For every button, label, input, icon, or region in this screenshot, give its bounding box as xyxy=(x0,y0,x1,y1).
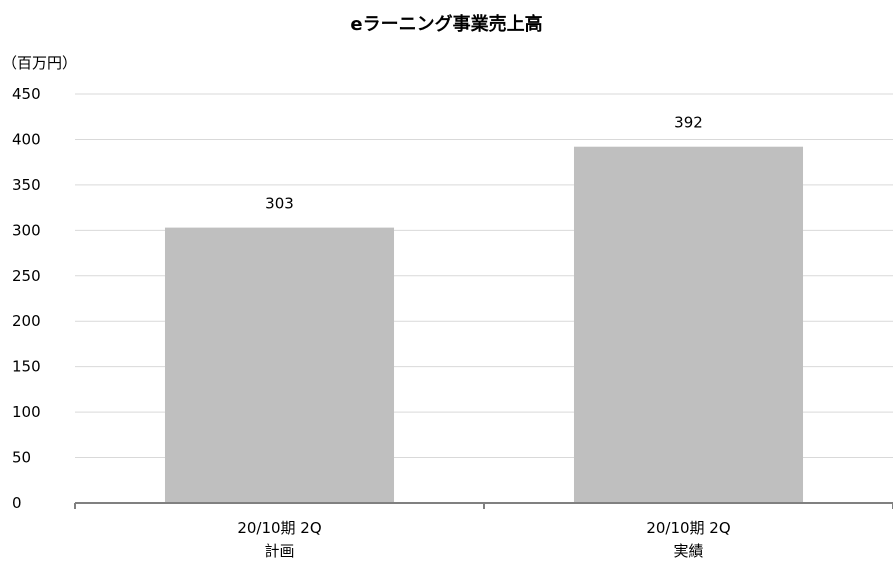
x-axis-categories: 20/10期 2Q 計画 20/10期 2Q 実績 xyxy=(237,519,730,560)
y-tick-label: 200 xyxy=(12,312,41,330)
x-category-label: 実績 xyxy=(673,542,703,560)
bar xyxy=(573,146,804,503)
y-tick-label: 350 xyxy=(12,176,41,194)
data-labels: 303 392 xyxy=(265,114,703,213)
chart-title: eラーニング事業売上高 xyxy=(350,14,543,35)
y-tick-label: 50 xyxy=(12,449,31,467)
y-tick-label: 250 xyxy=(12,267,41,285)
bars xyxy=(164,146,804,503)
y-tick-label: 300 xyxy=(12,221,41,239)
x-axis xyxy=(74,502,893,509)
data-label: 392 xyxy=(674,114,703,132)
y-axis-ticks: 0 50 100 150 200 250 300 350 400 450 xyxy=(12,85,41,512)
y-tick-label: 450 xyxy=(12,85,41,103)
y-tick-label: 100 xyxy=(12,403,41,421)
x-category-label: 20/10期 2Q xyxy=(646,519,730,537)
y-tick-label: 150 xyxy=(12,358,41,376)
x-category-label: 計画 xyxy=(264,542,294,560)
bar xyxy=(164,227,395,503)
data-label: 303 xyxy=(265,195,294,213)
y-axis-unit-label: （百万円） xyxy=(2,54,78,72)
y-tick-label: 400 xyxy=(12,130,41,148)
y-tick-label: 0 xyxy=(12,494,22,512)
x-category-label: 20/10期 2Q xyxy=(237,519,321,537)
